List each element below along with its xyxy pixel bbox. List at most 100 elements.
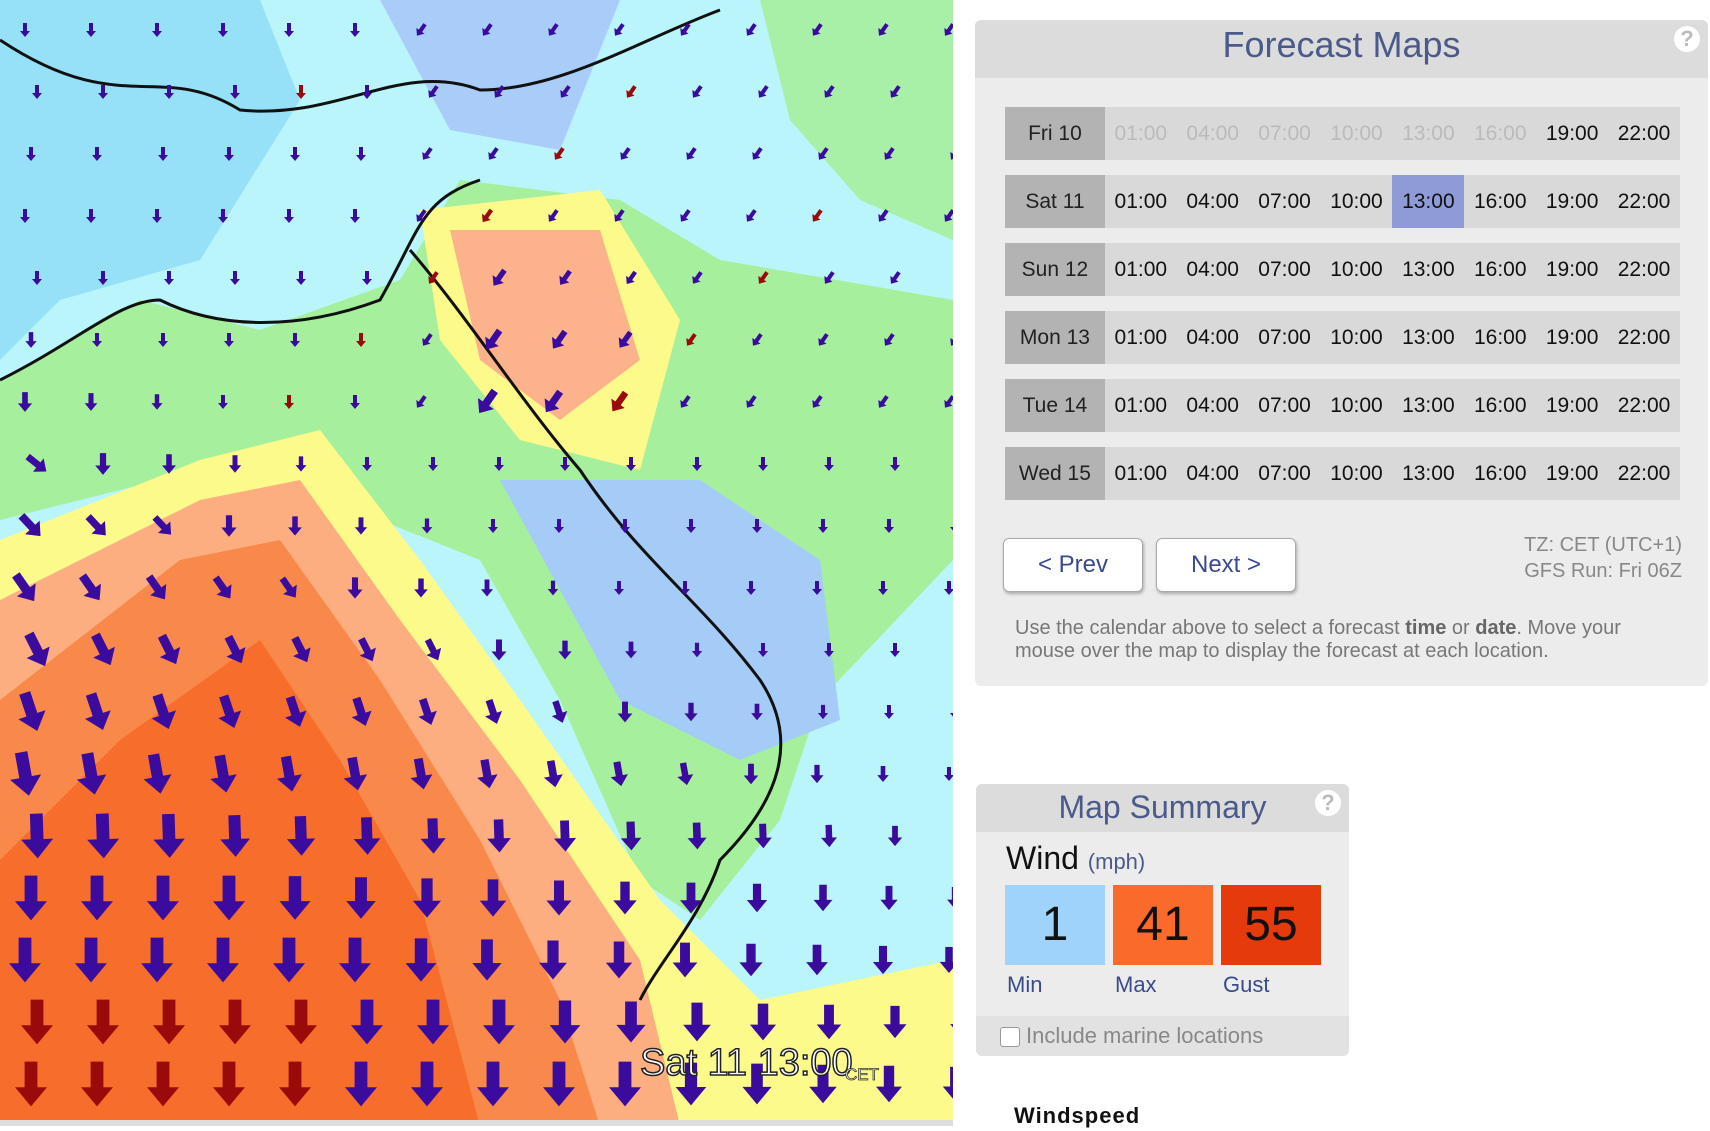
time-slot[interactable]: 04:00 <box>1186 190 1239 213</box>
wind-arrow <box>86 23 96 37</box>
time-slot[interactable]: 04:00 <box>1186 394 1239 417</box>
checkbox[interactable] <box>1000 1027 1020 1048</box>
time-slot[interactable]: 22:00 <box>1617 258 1671 281</box>
next-button[interactable]: Next > <box>1156 538 1296 592</box>
time-slot[interactable]: 19:00 <box>1545 190 1599 213</box>
timezone: TZ: CET (UTC+1) <box>1524 534 1682 556</box>
wind-arrow <box>890 457 900 471</box>
time-slot[interactable]: 07:00 <box>1258 462 1311 485</box>
wind-arrow <box>494 85 505 98</box>
time-slot: 10:00 <box>1330 122 1383 145</box>
time-slot[interactable]: 04:00 <box>1186 462 1239 485</box>
wind-arrow <box>479 879 507 917</box>
time-slot[interactable]: 19:00 <box>1545 258 1599 281</box>
wind-arrow <box>147 1061 179 1107</box>
wind-arrow <box>686 519 696 533</box>
checkbox-label: Include marine locations <box>1026 1023 1264 1048</box>
time-slot[interactable]: 01:00 <box>1114 258 1168 281</box>
time-slot[interactable]: 13:00 <box>1392 175 1465 228</box>
time-slot[interactable]: 07:00 <box>1258 190 1311 213</box>
time-slot[interactable]: 07:00 <box>1258 258 1311 281</box>
time-slot[interactable]: 16:00 <box>1473 258 1527 281</box>
time-slot[interactable]: 22:00 <box>1617 462 1671 485</box>
wind-arrow <box>162 454 176 474</box>
time-slot[interactable]: 13:00 <box>1402 326 1455 349</box>
time-slot[interactable]: 10:00 <box>1330 326 1383 349</box>
time-slot: 16:00 <box>1473 122 1527 145</box>
wind-arrow <box>288 516 302 536</box>
time-slot[interactable]: 10:00 <box>1330 258 1383 281</box>
wind-arrow <box>358 637 376 662</box>
time-slot[interactable]: 04:00 <box>1186 326 1239 349</box>
wind-arrow <box>560 457 570 471</box>
wind-arrow <box>884 705 894 719</box>
time-slot[interactable]: 01:00 <box>1114 394 1168 417</box>
help-button[interactable]: ? <box>1315 790 1341 816</box>
wind-arrow <box>153 813 185 858</box>
prev-button[interactable]: < Prev <box>1003 538 1143 592</box>
wind-arrow <box>21 999 53 1045</box>
wind-arrow <box>878 581 888 595</box>
wind-arrow <box>605 941 633 979</box>
time-slot[interactable]: 16:00 <box>1473 326 1527 349</box>
time-slot[interactable]: 13:00 <box>1402 258 1455 281</box>
time-slot[interactable]: 01:00 <box>1114 326 1168 349</box>
wind-arrow <box>626 457 636 471</box>
time-slot[interactable]: 16:00 <box>1473 190 1527 213</box>
wind-arrow <box>559 269 572 285</box>
wind-arrow <box>207 937 239 983</box>
day-label: Sat 11 <box>1005 175 1105 228</box>
help-text-part: date <box>1475 617 1517 639</box>
wind-arrow <box>213 875 245 921</box>
time-slot[interactable]: 04:00 <box>1186 258 1239 281</box>
panel-title: Map Summary <box>1058 789 1267 825</box>
time-slot[interactable]: 10:00 <box>1330 394 1383 417</box>
day-label: Tue 14 <box>1005 379 1105 432</box>
wind-arrow <box>85 514 106 536</box>
time-slot[interactable]: 10:00 <box>1330 190 1383 213</box>
wind-arrow <box>230 85 240 99</box>
time-slot[interactable]: 19:00 <box>1545 326 1599 349</box>
wind-arrow <box>87 999 119 1045</box>
wind-arrow <box>692 85 703 98</box>
wind-arrow <box>141 937 173 983</box>
wind-arrow <box>286 816 316 856</box>
time-slot[interactable]: 22:00 <box>1617 122 1671 145</box>
wind-arrow <box>876 1065 902 1103</box>
time-slot[interactable]: 19:00 <box>1545 122 1599 145</box>
wind-arrow <box>487 819 511 853</box>
time-slot[interactable]: 22:00 <box>1617 394 1671 417</box>
time-slot: 04:00 <box>1186 122 1239 145</box>
time-slot[interactable]: 22:00 <box>1617 190 1671 213</box>
time-slot[interactable]: 01:00 <box>1114 462 1168 485</box>
wind-arrow <box>356 333 366 347</box>
time-slot[interactable]: 19:00 <box>1545 462 1599 485</box>
time-slot[interactable]: 01:00 <box>1114 190 1168 213</box>
help-button[interactable]: ? <box>1674 26 1700 52</box>
time-slot[interactable]: 13:00 <box>1402 462 1455 485</box>
wind-arrow <box>224 634 246 664</box>
wind-arrow <box>26 147 36 161</box>
time-slot[interactable]: 16:00 <box>1473 462 1527 485</box>
time-slot[interactable]: 07:00 <box>1258 326 1311 349</box>
time-slot[interactable]: 07:00 <box>1258 394 1311 417</box>
day-row: Wed 15 01:00 04:00 07:00 10:00 13:00 16:00 19:0… <box>1005 447 1680 500</box>
time-slot[interactable]: 22:00 <box>1617 326 1671 349</box>
wind-map[interactable]: Sat 11 13:00 CET <box>0 0 953 1126</box>
help-text-part: or <box>1446 617 1476 639</box>
wind-arrow <box>488 147 499 160</box>
wind-arrow <box>86 209 96 223</box>
wind-arrow <box>351 696 372 726</box>
wind-arrow <box>92 333 102 347</box>
time-slot[interactable]: 13:00 <box>1402 394 1455 417</box>
time-slot[interactable]: 19:00 <box>1545 394 1599 417</box>
wind-arrow <box>285 999 317 1045</box>
wind-arrow <box>417 999 449 1045</box>
wind-arrow <box>554 820 577 852</box>
marine-checkbox[interactable]: Include marine locations <box>976 1016 1349 1056</box>
wind-arrow <box>416 23 427 36</box>
wind-arrow <box>152 209 162 223</box>
time-slot[interactable]: 16:00 <box>1473 394 1527 417</box>
wind-arrow <box>548 23 559 36</box>
time-slot[interactable]: 10:00 <box>1330 462 1383 485</box>
